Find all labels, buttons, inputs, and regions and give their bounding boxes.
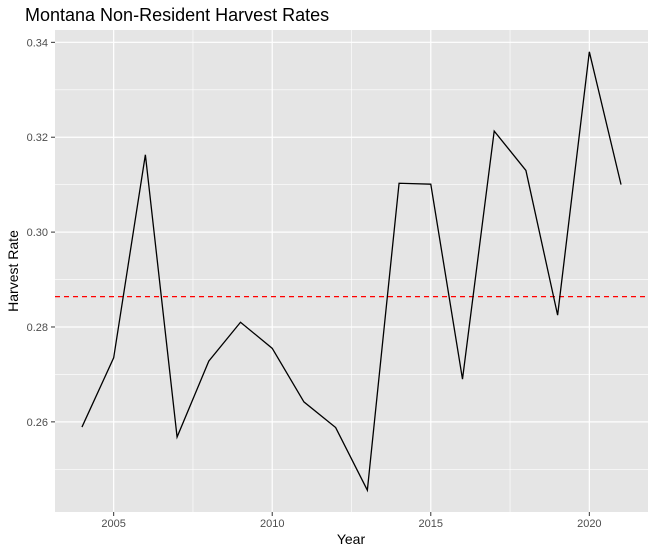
data-point [112, 356, 115, 359]
y-axis: 0.26 0.28 0.30 0.32 0.34 [27, 37, 55, 429]
y-tick-label: 0.28 [27, 322, 48, 334]
x-tick-label: 2020 [577, 518, 601, 530]
x-axis-title: Year [337, 531, 366, 547]
data-point [80, 426, 83, 429]
x-tick-label: 2015 [419, 518, 443, 530]
data-point [239, 321, 242, 324]
x-tick-label: 2010 [260, 518, 284, 530]
data-point [144, 153, 147, 156]
y-tick-label: 0.34 [27, 37, 48, 49]
data-point [302, 400, 305, 403]
y-tick-label: 0.26 [27, 417, 48, 429]
data-point [207, 360, 210, 363]
x-tick-label: 2005 [101, 518, 125, 530]
data-point [556, 314, 559, 317]
y-tick-label: 0.32 [27, 132, 48, 144]
data-point [176, 436, 179, 439]
y-axis-title: Harvest Rate [5, 230, 21, 312]
data-point [461, 378, 464, 381]
series-line [81, 51, 622, 493]
x-axis: 2005 2010 2015 2020 [101, 512, 602, 530]
data-point [620, 183, 623, 186]
y-tick-label: 0.30 [27, 227, 48, 239]
minor-gridlines [55, 30, 648, 512]
data-point [271, 347, 274, 350]
data-point [398, 182, 401, 185]
chart-title: Montana Non-Resident Harvest Rates [25, 5, 329, 25]
data-point [493, 130, 496, 133]
data-point [588, 50, 591, 53]
data-point [334, 426, 337, 429]
data-point [366, 489, 369, 492]
data-point [524, 169, 527, 172]
data-point [429, 183, 432, 186]
